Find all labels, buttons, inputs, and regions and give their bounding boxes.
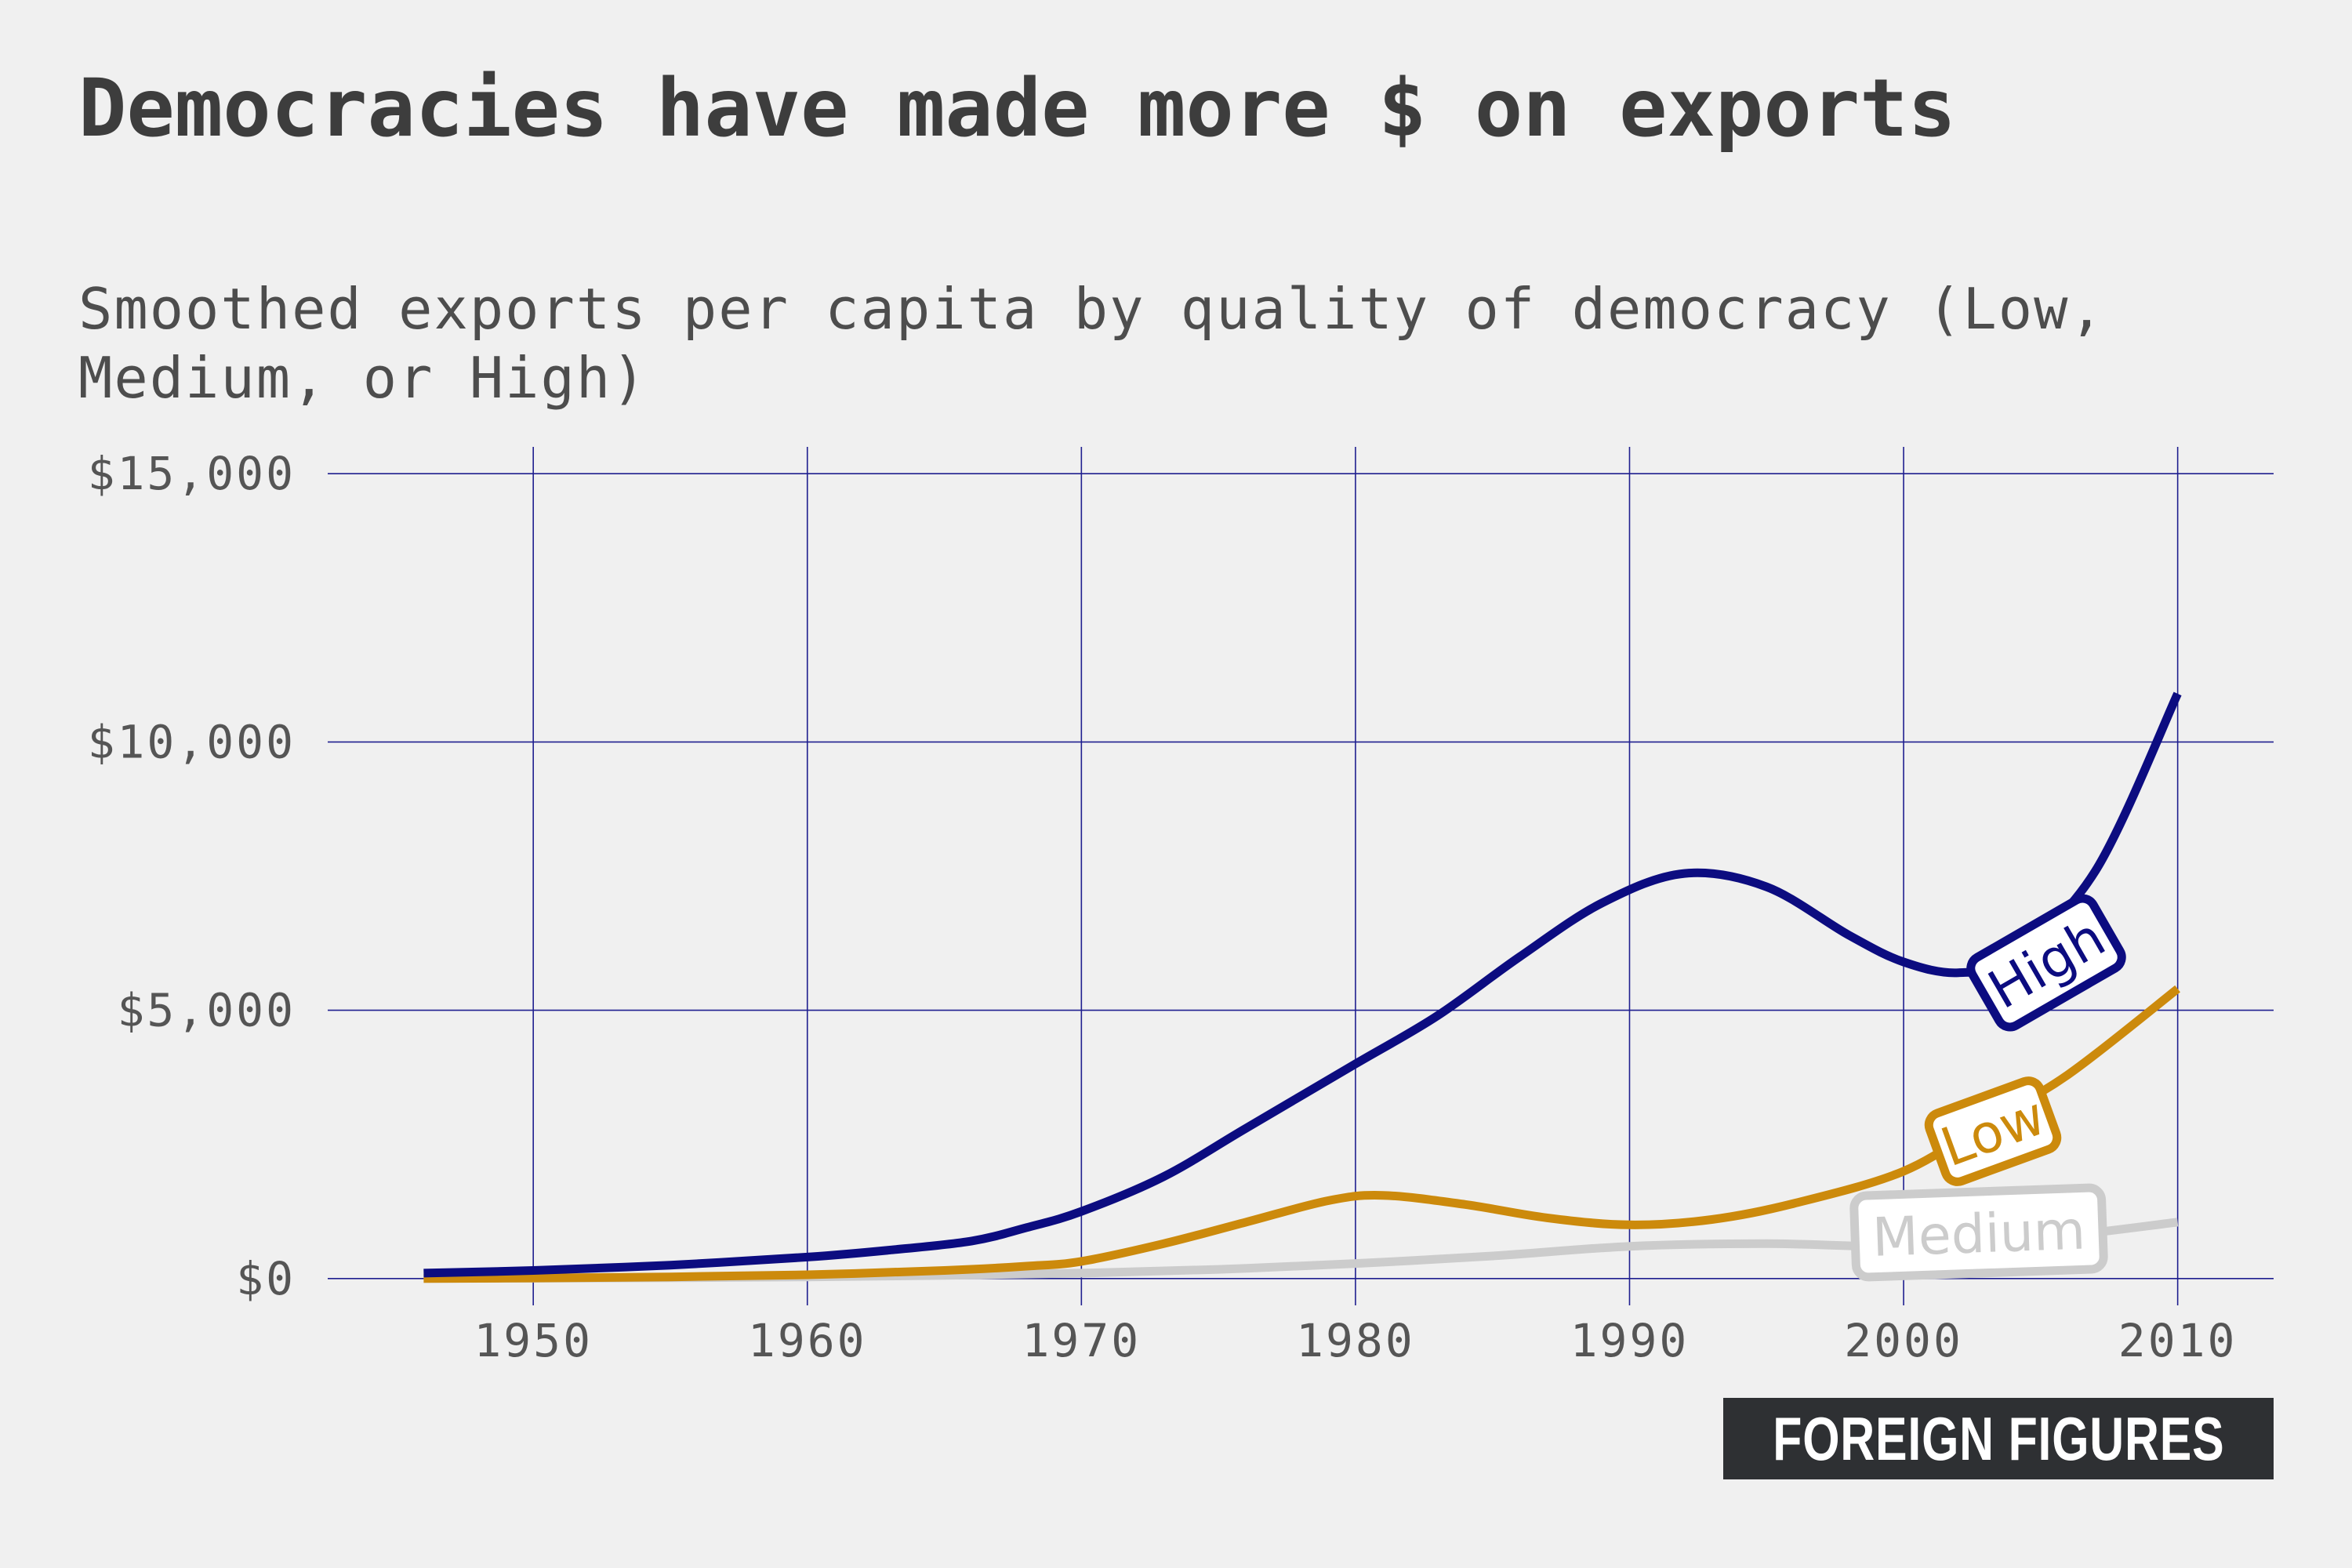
chart-series-labels: High Low Medium bbox=[1849, 894, 2126, 1282]
series-label-box bbox=[1966, 894, 2126, 1032]
y-tick-label: $0 bbox=[236, 1252, 296, 1305]
brand-logo-text: FOREIGN FIGURES bbox=[1772, 1403, 2225, 1473]
brand-logo: FOREIGN FIGURES bbox=[1723, 1398, 2274, 1479]
series-label-low: Low bbox=[1924, 1076, 2062, 1186]
series-label-box bbox=[1849, 1183, 2108, 1282]
chart-grid bbox=[328, 447, 2274, 1305]
x-tick-label: 1960 bbox=[748, 1314, 867, 1367]
y-tick-label: $10,000 bbox=[88, 715, 296, 768]
x-tick-label: 1970 bbox=[1022, 1314, 1141, 1367]
series-label-text: Low bbox=[1933, 1085, 2053, 1179]
series-line-high bbox=[423, 691, 2182, 1278]
series-label-box bbox=[1924, 1076, 2062, 1186]
chart-title: Democracies have made more $ on exports bbox=[78, 62, 1956, 155]
series-line-low bbox=[423, 985, 2180, 1283]
series-label-medium: Medium bbox=[1849, 1183, 2108, 1282]
series-label-text: Medium bbox=[1871, 1200, 2086, 1269]
x-tick-label: 1990 bbox=[1570, 1314, 1690, 1367]
y-tick-label: $15,000 bbox=[88, 447, 296, 500]
x-tick-label: 1950 bbox=[474, 1314, 593, 1367]
chart-subtitle: Smoothed exports per capita by quality o… bbox=[78, 276, 2105, 411]
x-tick-label: 2010 bbox=[2118, 1314, 2238, 1367]
x-axis-tick-labels: 1950 1960 1970 1980 1990 2000 2010 bbox=[474, 1314, 2238, 1367]
x-tick-label: 2000 bbox=[1844, 1314, 1963, 1367]
y-axis-tick-labels: $0 $5,000 $10,000 $15,000 bbox=[88, 447, 296, 1305]
y-tick-label: $5,000 bbox=[117, 984, 296, 1037]
x-tick-label: 1980 bbox=[1296, 1314, 1415, 1367]
series-label-high: High bbox=[1966, 894, 2126, 1032]
